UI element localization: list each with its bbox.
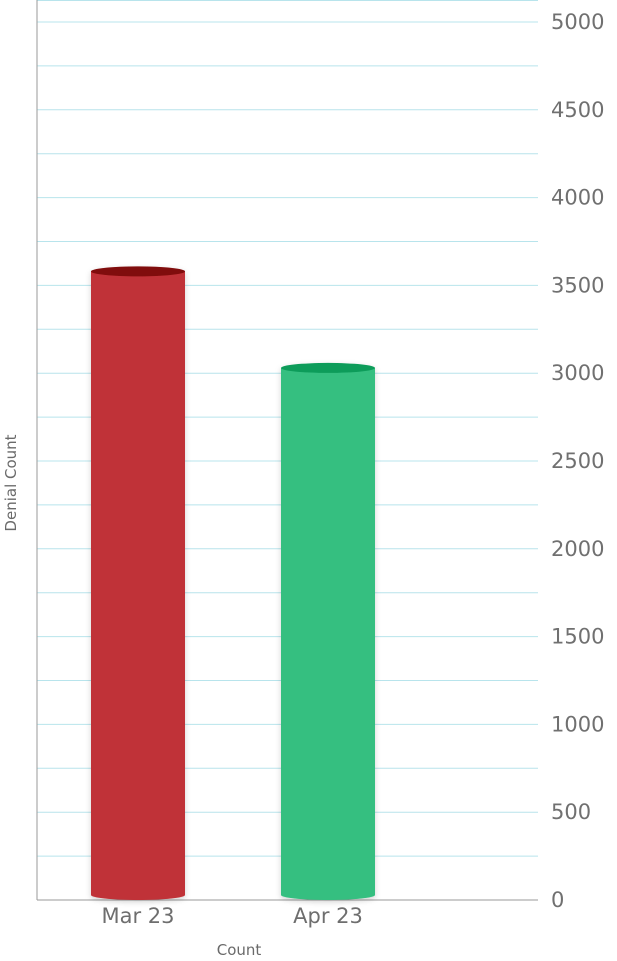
y-axis-label: Denial Count: [2, 434, 20, 531]
bar-top: [281, 362, 375, 373]
y-tick-label: 5000: [551, 10, 604, 34]
x-axis-label: Count: [217, 941, 262, 959]
x-tick-label: Apr 23: [293, 904, 363, 928]
bars: [91, 266, 375, 900]
y-tick-label: 500: [551, 800, 591, 824]
x-axis-categories: Mar 23 Apr 23: [101, 904, 362, 928]
bar-body: [91, 271, 185, 900]
y-tick-label: 2500: [551, 449, 604, 473]
bar-body: [281, 367, 375, 900]
y-tick-label: 0: [551, 888, 564, 912]
y-axis-ticks: 0 500 1000 1500 2000 2500 3000 3500 4000 4500 5000: [551, 10, 604, 912]
y-tick-label: 3000: [551, 361, 604, 385]
y-tick-label: 2000: [551, 537, 604, 561]
y-tick-label: 1000: [551, 712, 604, 736]
y-tick-label: 4500: [551, 98, 604, 122]
y-tick-label: 3500: [551, 273, 604, 297]
y-tick-label: 1500: [551, 625, 604, 649]
x-tick-label: Mar 23: [101, 904, 174, 928]
y-tick-label: 4000: [551, 186, 604, 210]
bar: [91, 266, 185, 900]
bar-top: [91, 266, 185, 277]
bar: [281, 362, 375, 900]
